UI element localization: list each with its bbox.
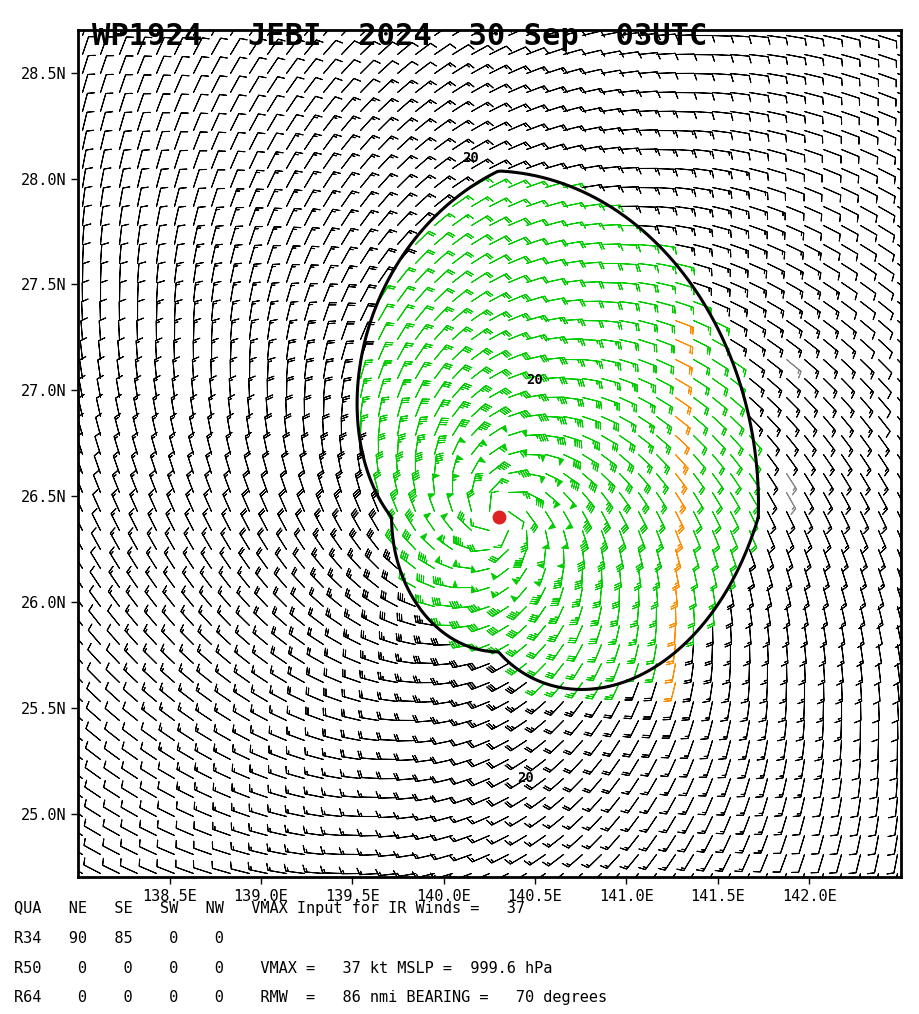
- Text: 20: 20: [516, 771, 534, 785]
- Text: R34   90   85    0    0: R34 90 85 0 0: [14, 931, 223, 946]
- Text: R64    0    0    0    0    RMW  =   86 nmi BEARING =   70 degrees: R64 0 0 0 0 RMW = 86 nmi BEARING = 70 de…: [14, 990, 607, 1005]
- Text: 20: 20: [462, 151, 479, 164]
- Text: R50    0    0    0    0    VMAX =   37 kt MSLP =  999.6 hPa: R50 0 0 0 0 VMAX = 37 kt MSLP = 999.6 hP…: [14, 961, 552, 976]
- Text: JEBI  2024  30 Sep  03UTC: JEBI 2024 30 Sep 03UTC: [248, 22, 708, 52]
- Text: QUA   NE   SE   SW   NW   VMAX Input for IR Winds =   37: QUA NE SE SW NW VMAX Input for IR Winds …: [14, 900, 525, 916]
- Text: WP1924: WP1924: [92, 22, 202, 52]
- Text: 20: 20: [526, 373, 543, 387]
